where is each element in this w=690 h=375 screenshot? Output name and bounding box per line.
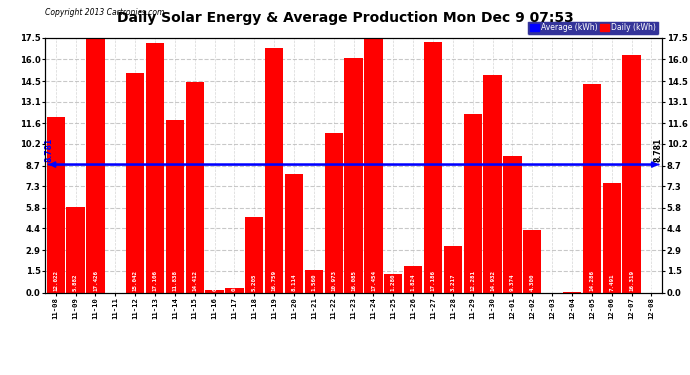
- Text: 17.186: 17.186: [431, 270, 435, 291]
- Bar: [186, 82, 204, 292]
- Bar: [47, 117, 65, 292]
- Text: 14.932: 14.932: [490, 270, 495, 291]
- Bar: [344, 58, 363, 292]
- Bar: [523, 230, 542, 292]
- Bar: [305, 270, 323, 292]
- Text: 16.085: 16.085: [351, 270, 356, 291]
- Bar: [245, 217, 264, 292]
- Text: 16.319: 16.319: [629, 270, 634, 291]
- Text: 12.022: 12.022: [53, 270, 58, 291]
- Bar: [622, 55, 641, 292]
- Bar: [583, 84, 601, 292]
- Text: Copyright 2013 Cartronics.com: Copyright 2013 Cartronics.com: [45, 8, 164, 17]
- Bar: [484, 75, 502, 292]
- Bar: [66, 207, 85, 292]
- Bar: [424, 42, 442, 292]
- Bar: [324, 133, 343, 292]
- Text: 12.281: 12.281: [471, 270, 475, 291]
- Bar: [226, 288, 244, 292]
- Text: 3.217: 3.217: [451, 274, 455, 291]
- Text: 0.000: 0.000: [649, 274, 654, 291]
- Bar: [166, 120, 184, 292]
- Text: 0.286: 0.286: [232, 274, 237, 291]
- Bar: [265, 48, 284, 292]
- Text: 5.882: 5.882: [73, 274, 78, 291]
- Text: Daily Solar Energy & Average Production Mon Dec 9 07:53: Daily Solar Energy & Average Production …: [117, 11, 573, 25]
- Bar: [404, 266, 422, 292]
- Bar: [503, 156, 522, 292]
- Text: 16.759: 16.759: [272, 270, 277, 291]
- Bar: [206, 290, 224, 292]
- Text: 0.144: 0.144: [212, 274, 217, 291]
- Text: 9.374: 9.374: [510, 274, 515, 291]
- Text: 1.824: 1.824: [411, 274, 415, 291]
- Text: 17.426: 17.426: [93, 270, 98, 291]
- Text: 0.000: 0.000: [113, 274, 118, 291]
- Legend: Average (kWh), Daily (kWh): Average (kWh), Daily (kWh): [527, 21, 658, 34]
- Bar: [285, 174, 303, 292]
- Bar: [602, 183, 621, 292]
- Text: 5.205: 5.205: [252, 274, 257, 291]
- Text: 10.973: 10.973: [331, 270, 336, 291]
- Text: 8.114: 8.114: [292, 274, 297, 291]
- Text: 4.300: 4.300: [530, 274, 535, 291]
- Text: 1.560: 1.560: [311, 274, 317, 291]
- Text: 8.781: 8.781: [44, 138, 53, 162]
- Text: 7.491: 7.491: [609, 274, 614, 291]
- Bar: [126, 74, 144, 292]
- Bar: [384, 274, 402, 292]
- Bar: [86, 39, 105, 292]
- Text: 14.412: 14.412: [193, 270, 197, 291]
- Bar: [464, 114, 482, 292]
- Bar: [146, 43, 164, 292]
- Text: 1.280: 1.280: [391, 274, 396, 291]
- Text: 11.838: 11.838: [172, 270, 177, 291]
- Text: 0.050: 0.050: [569, 274, 575, 291]
- Text: 17.106: 17.106: [152, 270, 157, 291]
- Text: 8.781: 8.781: [654, 138, 663, 162]
- Text: 0.000: 0.000: [550, 274, 555, 291]
- Text: 17.454: 17.454: [371, 270, 376, 291]
- Bar: [364, 38, 383, 292]
- Text: 15.042: 15.042: [132, 270, 138, 291]
- Text: 14.286: 14.286: [589, 270, 594, 291]
- Bar: [444, 246, 462, 292]
